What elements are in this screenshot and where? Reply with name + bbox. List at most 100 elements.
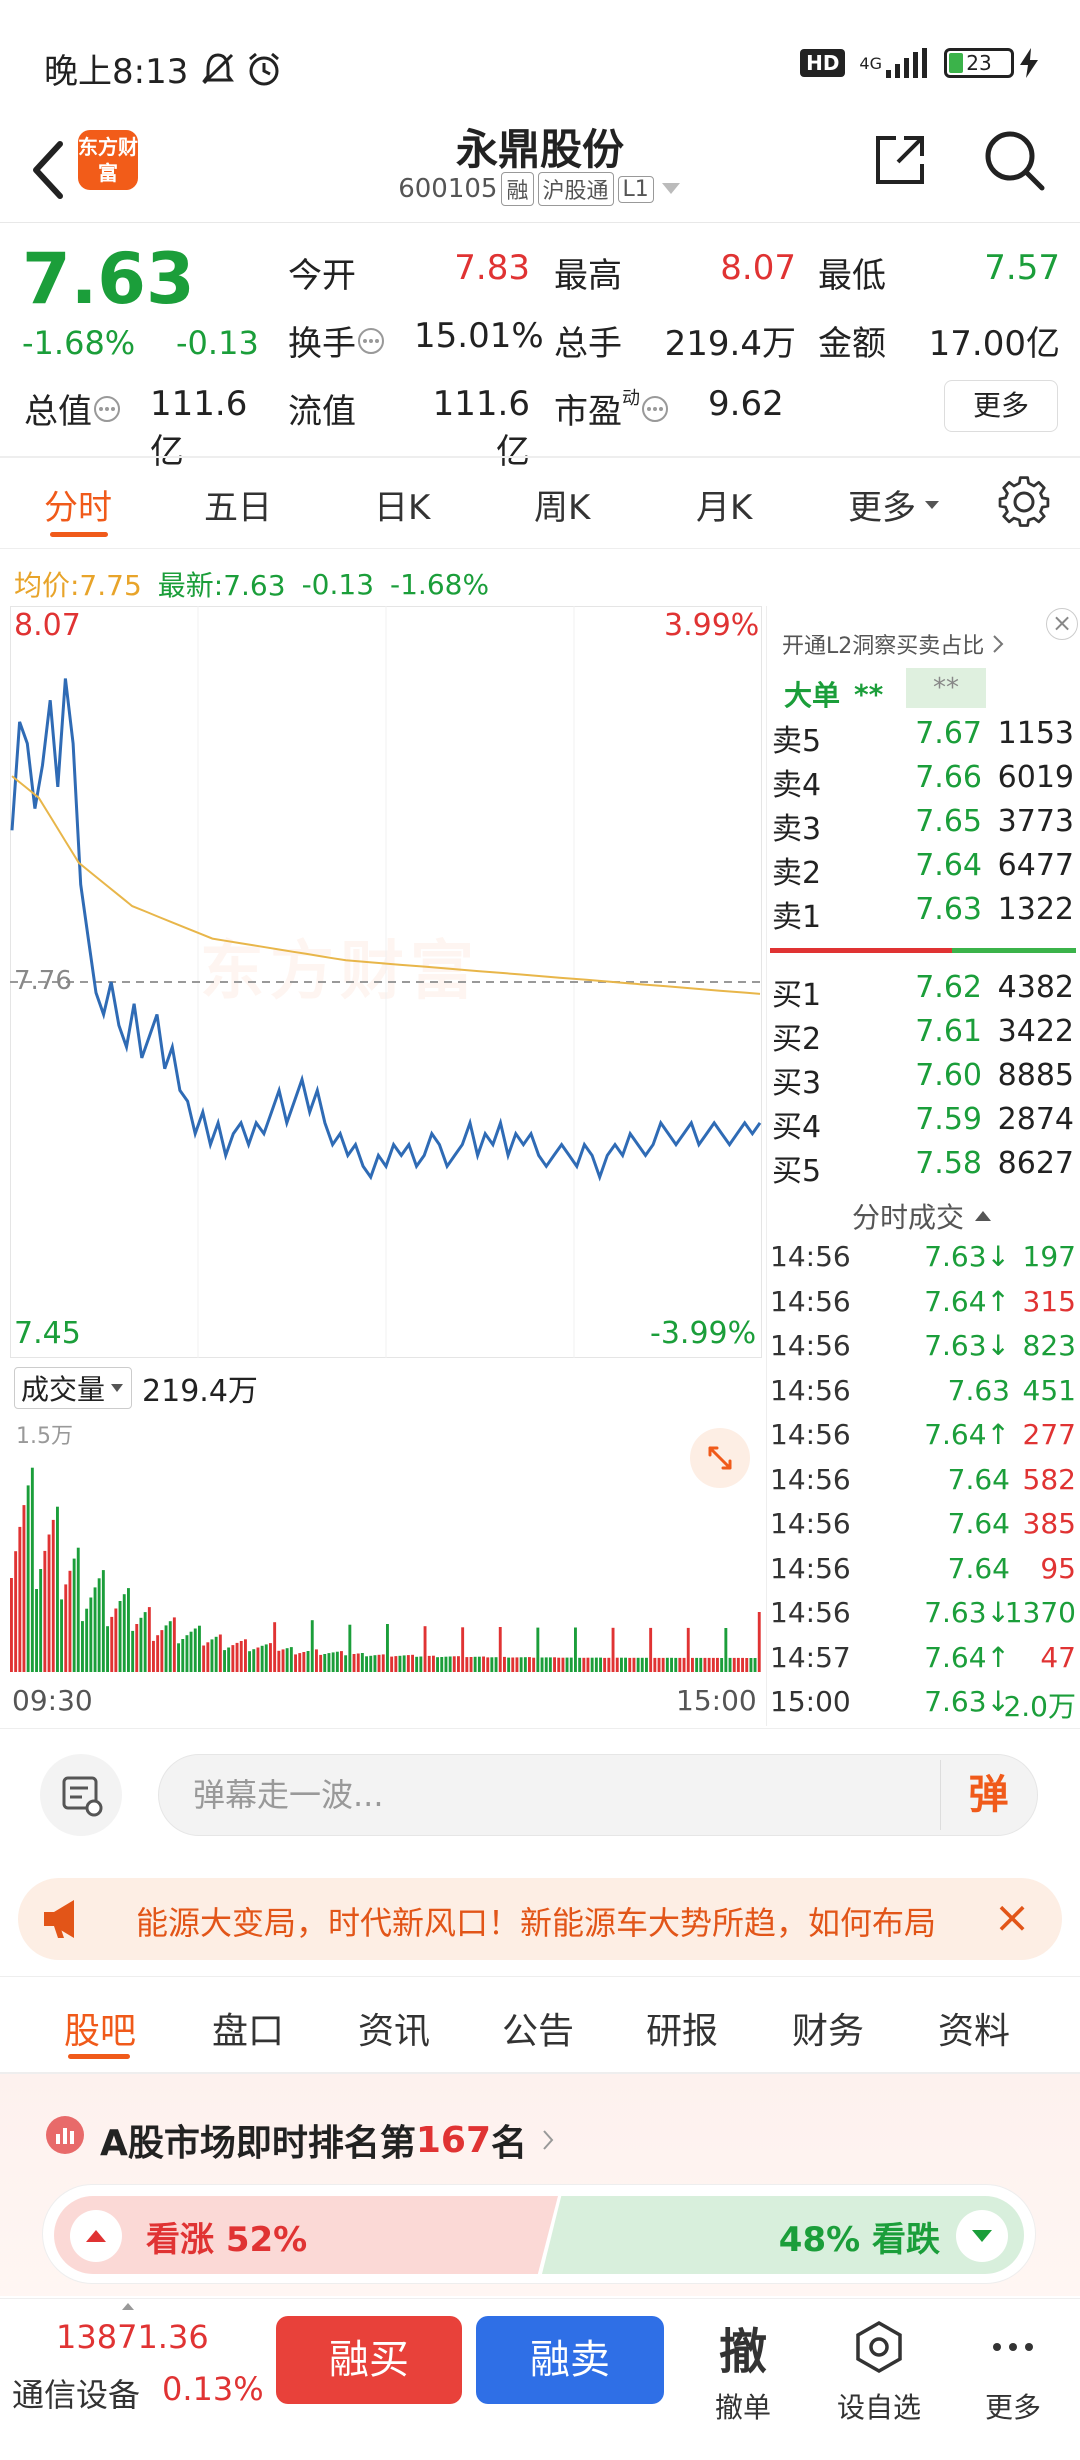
tick-row: 14:56 7.64 95 <box>770 1552 1076 1596</box>
banner-text[interactable]: 能源大变局，时代新风口！新能源车大势所趋，如何布局 <box>136 1904 937 1942</box>
volume-bar <box>661 1657 665 1672</box>
price-line <box>10 678 762 1182</box>
stock-name: 永鼎股份 <box>455 125 624 174</box>
vote-up-button[interactable] <box>54 2196 558 2274</box>
volume-bar <box>507 1657 511 1672</box>
volume-bar <box>323 1654 327 1672</box>
tab-five-day[interactable]: 五日 <box>204 488 272 528</box>
volume-bar <box>548 1657 552 1672</box>
ask-row[interactable]: 卖4 7.66 6019 <box>772 760 1074 804</box>
barrage-input[interactable]: 弹幕走一波... <box>158 1754 1038 1836</box>
subtab-news[interactable]: 资讯 <box>358 2011 431 2052</box>
market-rank[interactable]: A股市场即时排名第 167 名 <box>100 2114 557 2166</box>
more-quote-button[interactable]: 更多 <box>944 380 1058 432</box>
volume-bar <box>281 1649 285 1672</box>
tick-row: 14:56 7.63↓ 197 <box>770 1240 1076 1284</box>
withdraw-order-button[interactable]: 撤 撤单 <box>688 2316 798 2426</box>
vote-down-button[interactable] <box>542 2196 1024 2274</box>
bid-row[interactable]: 买1 7.62 4382 <box>772 970 1074 1014</box>
pe-label[interactable]: 市盈 动 <box>554 384 670 433</box>
intraday-chart[interactable] <box>10 606 762 1358</box>
volume-bar <box>707 1657 711 1672</box>
withdraw-label: 撤单 <box>714 2391 771 2424</box>
close-icon[interactable]: × <box>1046 608 1078 640</box>
subtab-order-book[interactable]: 盘口 <box>212 2011 285 2052</box>
sector-index-value[interactable]: 13871.36 <box>56 2318 209 2356</box>
tab-daily-k[interactable]: 日K <box>374 488 431 528</box>
gear-icon[interactable] <box>996 474 1052 530</box>
volume-bar <box>736 1657 740 1672</box>
divider <box>0 548 1080 549</box>
volume-bar <box>22 1505 26 1672</box>
tab-weekly-k[interactable]: 周K <box>534 488 591 528</box>
expand-chart-button[interactable] <box>690 1428 750 1488</box>
volume-bar <box>294 1654 297 1672</box>
vote-down-circle[interactable] <box>956 2210 1008 2262</box>
status-indicators: HD 4G 23 <box>800 48 1040 78</box>
volume-label: 总手 <box>554 324 622 364</box>
ask-row[interactable]: 卖2 7.64 6477 <box>772 848 1074 892</box>
clock-text: 晚上8:13 <box>44 52 189 92</box>
search-icon[interactable] <box>982 128 1046 192</box>
battery-icon: 23 <box>944 48 1014 78</box>
tab-more[interactable]: 更多 <box>848 480 942 529</box>
triangle-up-icon <box>122 2303 134 2310</box>
banner-close-icon[interactable]: × <box>993 1892 1031 1943</box>
dropdown-icon <box>925 500 939 509</box>
margin-sell-button[interactable]: 融卖 <box>476 2316 664 2404</box>
ask-price: 7.67 <box>915 716 982 751</box>
volume-bar <box>749 1658 753 1672</box>
ticks-header[interactable]: 分时成交 <box>766 1196 1080 1236</box>
subtab-profile[interactable]: 资料 <box>938 2011 1011 2052</box>
tab-intraday[interactable]: 分时 <box>44 488 112 528</box>
volume-bar <box>214 1636 218 1672</box>
barrage-send-button[interactable]: 弹 <box>940 1760 1036 1830</box>
bid-row[interactable]: 买2 7.61 3422 <box>772 1014 1074 1058</box>
volume-bar <box>97 1578 101 1672</box>
volume-bar <box>218 1634 222 1672</box>
stock-code-row[interactable]: 600105 融 沪股通 L1 <box>0 172 1080 206</box>
ask-row[interactable]: 卖1 7.63 1322 <box>772 892 1074 936</box>
tick-time: 14:56 <box>770 1240 851 1273</box>
sector-name[interactable]: 通信设备 <box>12 2376 141 2414</box>
more-actions-button[interactable]: 更多 <box>958 2316 1068 2426</box>
subtab-financials[interactable]: 财务 <box>792 2011 865 2052</box>
subtab-announcements[interactable]: 公告 <box>502 2011 575 2052</box>
volume-bar <box>561 1657 565 1672</box>
volume-bar <box>289 1647 293 1672</box>
big-order-box: ** <box>906 668 986 708</box>
bid-label: 买4 <box>772 1110 822 1145</box>
barrage-settings-button[interactable] <box>40 1754 122 1836</box>
add-watchlist-button[interactable]: 设自选 <box>824 2316 934 2426</box>
subtab-forum[interactable]: 股吧 <box>64 2011 137 2052</box>
bid-row[interactable]: 买5 7.58 8627 <box>772 1146 1074 1190</box>
back-arrow-icon[interactable] <box>20 130 80 210</box>
volume-bar <box>252 1649 256 1672</box>
tab-monthly-k[interactable]: 月K <box>696 488 753 528</box>
big-order-value: ** <box>854 677 884 711</box>
volume-bar <box>381 1654 385 1672</box>
bid-row[interactable]: 买4 7.59 2874 <box>772 1102 1074 1146</box>
latest-price: 最新:7.63 <box>157 569 286 602</box>
l2-insight-link[interactable]: 开通L2洞察买卖占比 <box>782 628 1006 660</box>
rank-suffix: 名 <box>491 2123 528 2164</box>
promo-banner[interactable] <box>18 1878 1062 1960</box>
sector-change[interactable]: 0.13% <box>162 2370 264 2408</box>
app-logo[interactable]: 东方财富 <box>78 130 138 190</box>
ask-row[interactable]: 卖3 7.65 3773 <box>772 804 1074 848</box>
pe-superscript: 动 <box>622 388 640 409</box>
volume-bar <box>640 1657 644 1672</box>
volume-bar <box>674 1657 678 1672</box>
margin-buy-button[interactable]: 融买 <box>276 2316 462 2404</box>
turnover-label[interactable]: 换手 <box>288 316 386 365</box>
share-icon[interactable] <box>870 130 930 190</box>
volume-chart[interactable] <box>10 1410 762 1672</box>
ask-row[interactable]: 卖5 7.67 1153 <box>772 716 1074 760</box>
subtab-research[interactable]: 研报 <box>646 2011 719 2052</box>
volume-selector[interactable]: 成交量 <box>14 1367 133 1409</box>
open-label: 今开 <box>288 256 356 296</box>
volume-bar <box>18 1526 22 1672</box>
bid-row[interactable]: 买3 7.60 8885 <box>772 1058 1074 1102</box>
market-cap-label[interactable]: 总值 <box>24 384 122 433</box>
vote-up-circle[interactable] <box>70 2210 122 2262</box>
